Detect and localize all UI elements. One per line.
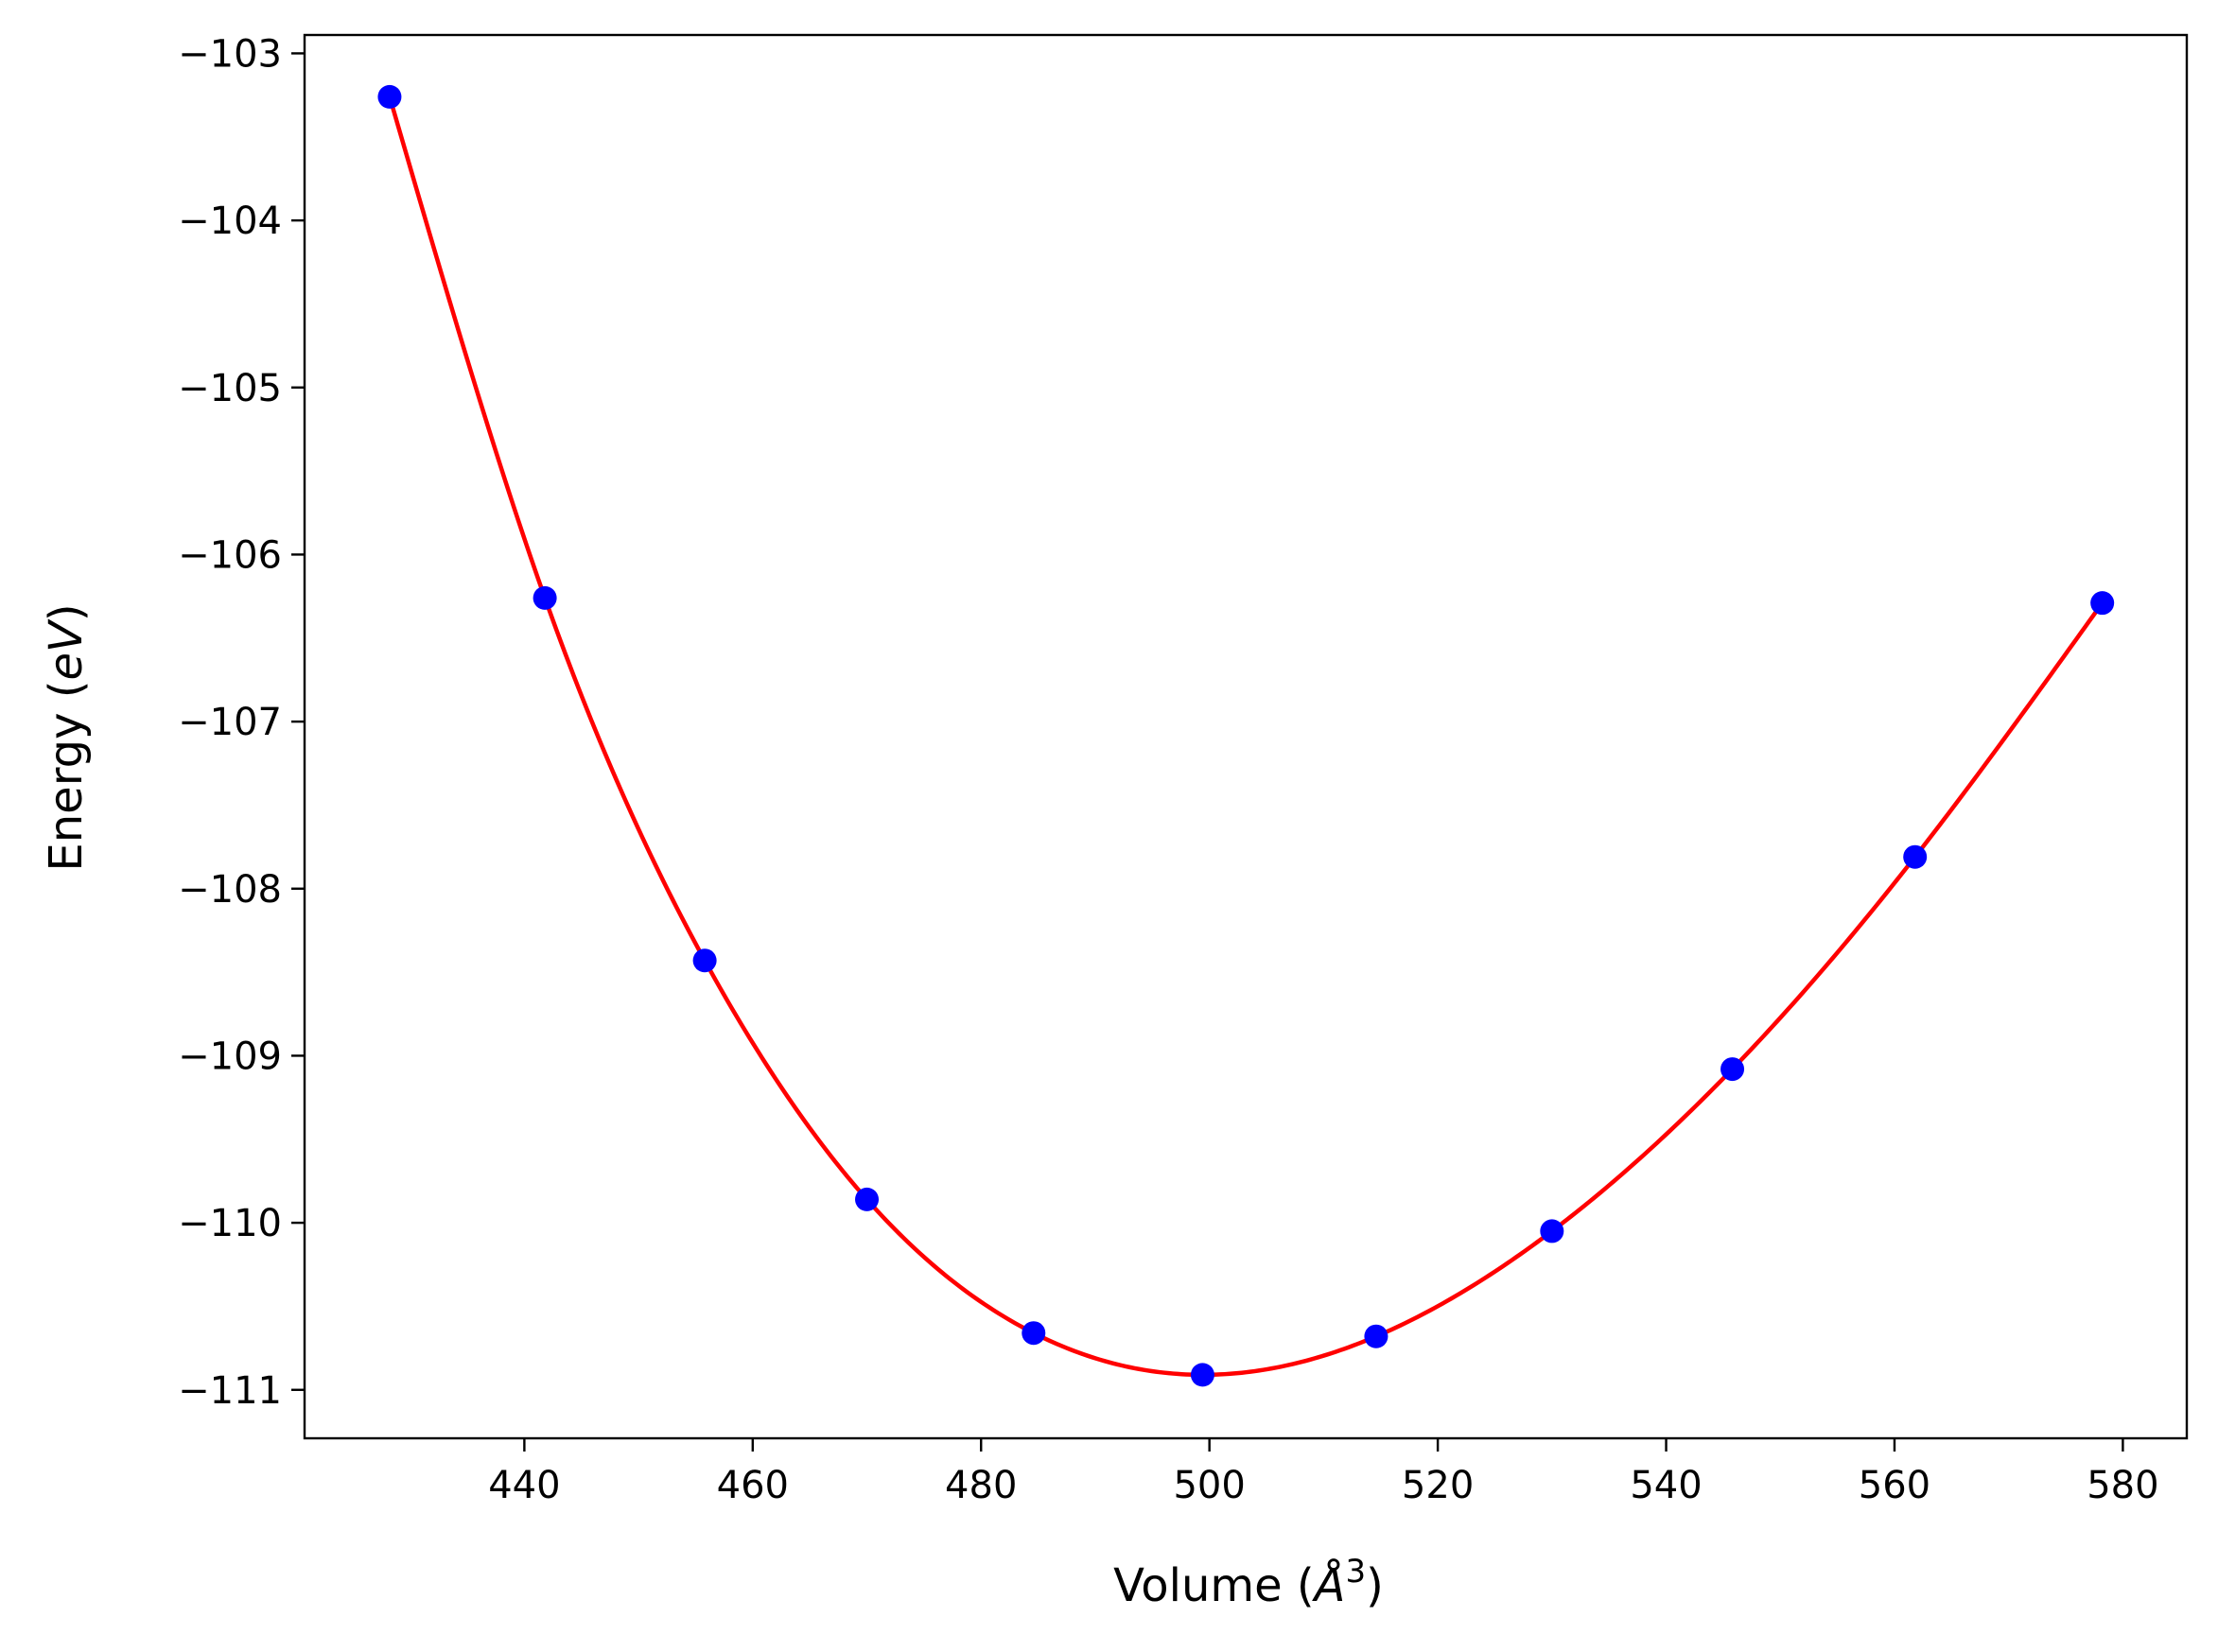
data-point [377,84,402,109]
data-point [1364,1324,1388,1348]
data-point [533,585,557,610]
x-axis-label: Volume (Å3) [1113,1553,1384,1612]
data-point [1903,844,1928,869]
x-tick-label: 560 [1859,1464,1930,1507]
x-tick-label: 500 [1173,1464,1245,1507]
axis-ticks: 440 460 480 500 520 540 560 580 −111 −110 −109 −108… [178,32,2158,1507]
y-tick-label: −106 [178,533,282,577]
y-tick-label: −111 [178,1369,282,1413]
y-tick-label: −104 [178,200,282,243]
y-tick-label: −108 [178,868,282,912]
x-tick-label: 440 [488,1464,560,1507]
data-point [1190,1363,1214,1387]
x-tick-label: 540 [1630,1464,1702,1507]
data-point [855,1187,880,1211]
data-point [1540,1219,1564,1243]
data-point [1720,1057,1745,1082]
plot-frame [303,33,2189,1440]
plot-area [303,33,2189,1440]
y-tick-label: −110 [178,1202,282,1245]
y-tick-label: −107 [178,701,282,744]
fit-curve [387,95,2104,1378]
x-tick-label: 460 [717,1464,789,1507]
y-axis-label: Energy (eV) [40,603,93,871]
data-point [2090,591,2115,616]
y-tick-label: −109 [178,1035,282,1078]
y-tick-label: −105 [178,367,282,410]
data-point [1022,1321,1046,1346]
x-tick-label: 580 [2087,1464,2158,1507]
x-tick-label: 480 [945,1464,1017,1507]
x-tick-label: 520 [1402,1464,1474,1507]
data-point [692,948,717,973]
y-tick-label: −103 [178,32,282,76]
